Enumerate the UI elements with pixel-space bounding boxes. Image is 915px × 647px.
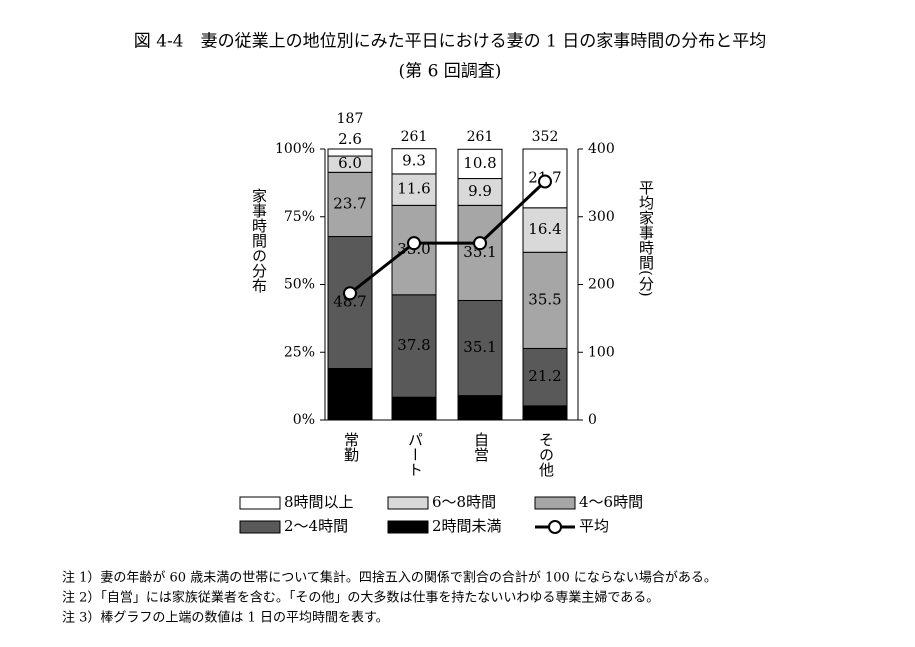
data-label: 35.5 bbox=[528, 290, 561, 308]
y-tick-label: 100% bbox=[275, 141, 315, 157]
mean-point bbox=[343, 286, 357, 301]
data-label: 9.0 bbox=[468, 398, 492, 416]
y2-axis-label: 平均家事時間(分) bbox=[637, 180, 655, 297]
legend-marker bbox=[548, 520, 562, 534]
data-label: 11.6 bbox=[397, 180, 430, 198]
legend-swatch bbox=[239, 496, 281, 510]
data-label: 2.6 bbox=[338, 130, 362, 148]
bar-segment bbox=[457, 204, 503, 301]
legend-label: 6～8時間 bbox=[432, 493, 496, 511]
legend-swatch bbox=[534, 496, 576, 510]
bar-segment bbox=[327, 236, 373, 370]
data-label: 19.0 bbox=[333, 384, 366, 402]
y2-tick-label: 400 bbox=[588, 141, 615, 157]
total-label: 261 bbox=[467, 129, 494, 145]
bar-segment bbox=[457, 299, 503, 397]
y2-tick-label: 300 bbox=[588, 209, 615, 225]
note: 注 1）妻の年齢が 60 歳未満の世帯について集計。四捨五入の関係で割合の合計が… bbox=[62, 570, 717, 586]
x-tick-label: 常勤 bbox=[342, 432, 360, 463]
x-tick-label: 自営 bbox=[472, 432, 490, 462]
bar-segment bbox=[391, 148, 437, 175]
bar-segment bbox=[327, 368, 373, 421]
data-label: 10.8 bbox=[463, 154, 496, 172]
note: 注 2）「自営」には家族従業者を含む。「その他」の大多数は仕事を持たないいわゆる… bbox=[62, 590, 659, 606]
legend-swatch bbox=[387, 520, 429, 534]
data-label: 37.8 bbox=[397, 336, 430, 354]
data-label: 9.9 bbox=[468, 182, 492, 200]
bar-segment bbox=[327, 148, 373, 157]
bar-segment bbox=[327, 171, 373, 238]
legend-label: 4～6時間 bbox=[579, 493, 643, 511]
y2-tick-label: 200 bbox=[588, 277, 615, 293]
y-tick-label: 25% bbox=[284, 344, 315, 360]
legend-label: 8時間以上 bbox=[284, 493, 354, 511]
y2-tick-label: 0 bbox=[588, 412, 597, 428]
total-label: 352 bbox=[532, 129, 559, 145]
legend-swatch bbox=[239, 520, 281, 534]
mean-point bbox=[473, 236, 487, 251]
data-label: 8.4 bbox=[402, 399, 426, 417]
chart-title: 図 4-4 妻の従業上の地位別にみた平日における妻の 1 日の家事時間の分布と平… bbox=[134, 32, 766, 52]
mean-line bbox=[349, 180, 547, 295]
legend-label: 2～4時間 bbox=[284, 517, 348, 535]
bar-segment bbox=[391, 173, 437, 206]
data-label: 6.0 bbox=[338, 154, 362, 172]
bar-segment bbox=[457, 395, 503, 421]
data-label: 35.1 bbox=[463, 243, 496, 261]
bar-segment bbox=[522, 347, 568, 407]
data-label: 9.3 bbox=[402, 151, 426, 169]
legend-label: 2時間未満 bbox=[432, 517, 502, 535]
data-label: 23.7 bbox=[333, 194, 366, 212]
note: 注 3）棒グラフの上端の数値は 1 日の平均時間を表す。 bbox=[62, 610, 389, 626]
bar-segment bbox=[522, 251, 568, 349]
y-tick-label: 75% bbox=[284, 209, 315, 225]
y-axis-label: 家事時間の分布 bbox=[250, 188, 268, 293]
data-label: 5.2 bbox=[533, 403, 557, 421]
mean-point bbox=[538, 174, 552, 189]
data-label: 35.1 bbox=[463, 338, 496, 356]
bar-segment bbox=[391, 294, 437, 398]
mean-point bbox=[407, 236, 421, 251]
chart-subtitle: (第 6 回調査) bbox=[399, 62, 502, 82]
legend-swatch bbox=[387, 496, 429, 510]
total-label: 187 bbox=[337, 111, 364, 127]
data-label: 16.4 bbox=[528, 220, 561, 238]
data-label: 21.2 bbox=[528, 367, 561, 385]
y-tick-label: 0% bbox=[293, 412, 315, 428]
y-tick-label: 50% bbox=[284, 277, 315, 293]
total-label: 261 bbox=[401, 129, 428, 145]
bar-segment bbox=[457, 148, 503, 180]
x-tick-label: パート bbox=[406, 432, 424, 477]
bar-segment bbox=[522, 207, 568, 253]
y2-tick-label: 100 bbox=[588, 344, 615, 360]
x-tick-label: その他 bbox=[537, 432, 555, 478]
legend-label: 平均 bbox=[579, 517, 609, 535]
data-label: 48.7 bbox=[333, 293, 366, 311]
